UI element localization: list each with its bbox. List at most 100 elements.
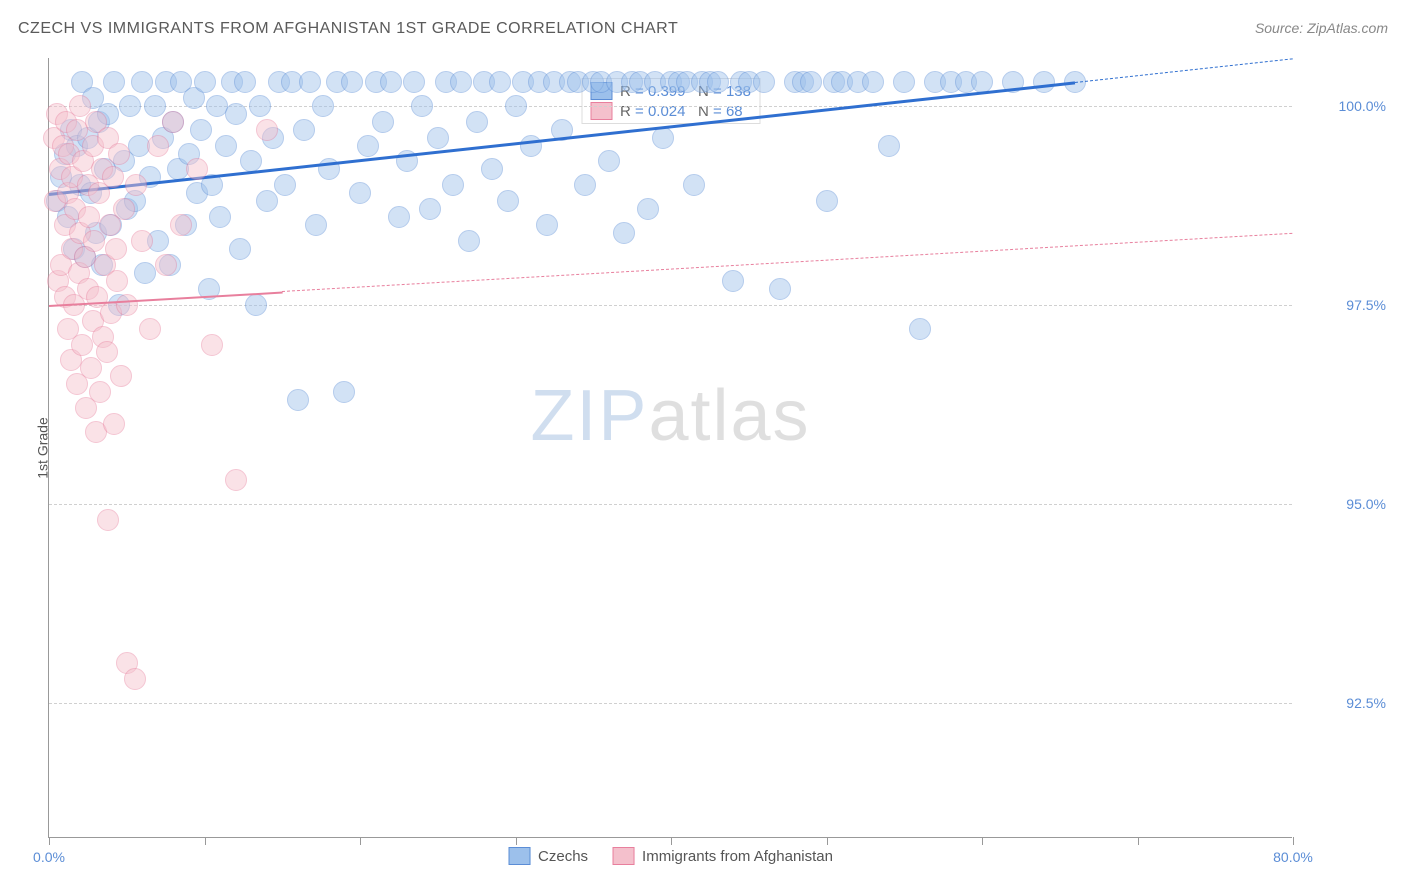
data-point <box>971 71 993 93</box>
data-point <box>419 198 441 220</box>
data-point <box>357 135 379 157</box>
data-point <box>194 71 216 93</box>
data-point <box>119 95 141 117</box>
data-point <box>520 135 542 157</box>
data-point <box>113 198 135 220</box>
data-point <box>186 158 208 180</box>
data-point <box>909 318 931 340</box>
data-point <box>769 278 791 300</box>
x-tick <box>360 837 361 845</box>
watermark: ZIPatlas <box>530 375 810 457</box>
data-point <box>162 111 184 133</box>
x-tick <box>516 837 517 845</box>
data-point <box>800 71 822 93</box>
data-point <box>256 119 278 141</box>
x-tick <box>1138 837 1139 845</box>
data-point <box>707 71 729 93</box>
data-point <box>144 95 166 117</box>
legend-swatch <box>508 847 530 865</box>
legend-item: Czechs <box>508 847 588 865</box>
x-tick <box>49 837 50 845</box>
data-point <box>411 95 433 117</box>
legend-label: Immigrants from Afghanistan <box>642 848 833 865</box>
chart-title: CZECH VS IMMIGRANTS FROM AFGHANISTAN 1ST… <box>18 20 678 38</box>
data-point <box>225 103 247 125</box>
data-point <box>229 238 251 260</box>
data-point <box>388 206 410 228</box>
data-point <box>201 334 223 356</box>
legend-swatch <box>590 102 612 120</box>
data-point <box>147 135 169 157</box>
plot-area: ZIPatlas R = 0.399 N = 138R = 0.024 N = … <box>48 58 1292 838</box>
data-point <box>102 166 124 188</box>
data-point <box>1033 71 1055 93</box>
data-point <box>106 270 128 292</box>
data-point <box>753 71 775 93</box>
data-point <box>466 111 488 133</box>
data-point <box>190 119 212 141</box>
data-point <box>305 214 327 236</box>
data-point <box>312 95 334 117</box>
data-point <box>458 230 480 252</box>
x-tick <box>205 837 206 845</box>
data-point <box>139 318 161 340</box>
data-point <box>427 127 449 149</box>
data-point <box>598 150 620 172</box>
data-point <box>481 158 503 180</box>
x-tick-label: 80.0% <box>1273 849 1313 865</box>
data-point <box>131 71 153 93</box>
data-point <box>170 214 192 236</box>
data-point <box>71 334 93 356</box>
data-point <box>215 135 237 157</box>
gridline <box>49 703 1292 704</box>
data-point <box>816 190 838 212</box>
x-tick <box>1293 837 1294 845</box>
data-point <box>652 127 674 149</box>
data-point <box>274 174 296 196</box>
legend-swatch <box>612 847 634 865</box>
data-point <box>225 469 247 491</box>
data-point <box>683 174 705 196</box>
data-point <box>497 190 519 212</box>
data-point <box>125 174 147 196</box>
data-point <box>249 95 271 117</box>
data-point <box>105 238 127 260</box>
legend-label: Czechs <box>538 848 588 865</box>
gridline <box>49 504 1292 505</box>
data-point <box>333 381 355 403</box>
data-point <box>155 254 177 276</box>
data-point <box>134 262 156 284</box>
data-point <box>97 509 119 531</box>
data-point <box>380 71 402 93</box>
data-point <box>293 119 315 141</box>
data-point <box>299 71 321 93</box>
data-point <box>574 174 596 196</box>
data-point <box>103 71 125 93</box>
data-point <box>722 270 744 292</box>
chart-source: Source: ZipAtlas.com <box>1255 20 1388 36</box>
data-point <box>103 413 125 435</box>
data-point <box>124 668 146 690</box>
data-point <box>131 230 153 252</box>
trend-line <box>1075 58 1293 83</box>
x-tick <box>671 837 672 845</box>
gridline <box>49 305 1292 306</box>
x-tick <box>827 837 828 845</box>
y-tick-label: 97.5% <box>1306 297 1386 313</box>
data-point <box>110 365 132 387</box>
data-point <box>96 341 118 363</box>
data-point <box>442 174 464 196</box>
data-point <box>403 71 425 93</box>
data-point <box>89 381 111 403</box>
y-tick-label: 95.0% <box>1306 496 1386 512</box>
data-point <box>108 143 130 165</box>
data-point <box>862 71 884 93</box>
data-point <box>372 111 394 133</box>
data-point <box>245 294 267 316</box>
data-point <box>287 389 309 411</box>
data-point <box>116 294 138 316</box>
y-tick-label: 92.5% <box>1306 695 1386 711</box>
data-point <box>893 71 915 93</box>
legend-row: R = 0.024 N = 68 <box>590 101 751 121</box>
data-point <box>450 71 472 93</box>
